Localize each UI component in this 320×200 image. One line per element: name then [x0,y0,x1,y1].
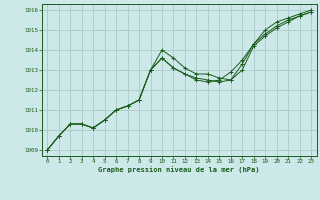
X-axis label: Graphe pression niveau de la mer (hPa): Graphe pression niveau de la mer (hPa) [99,166,260,173]
